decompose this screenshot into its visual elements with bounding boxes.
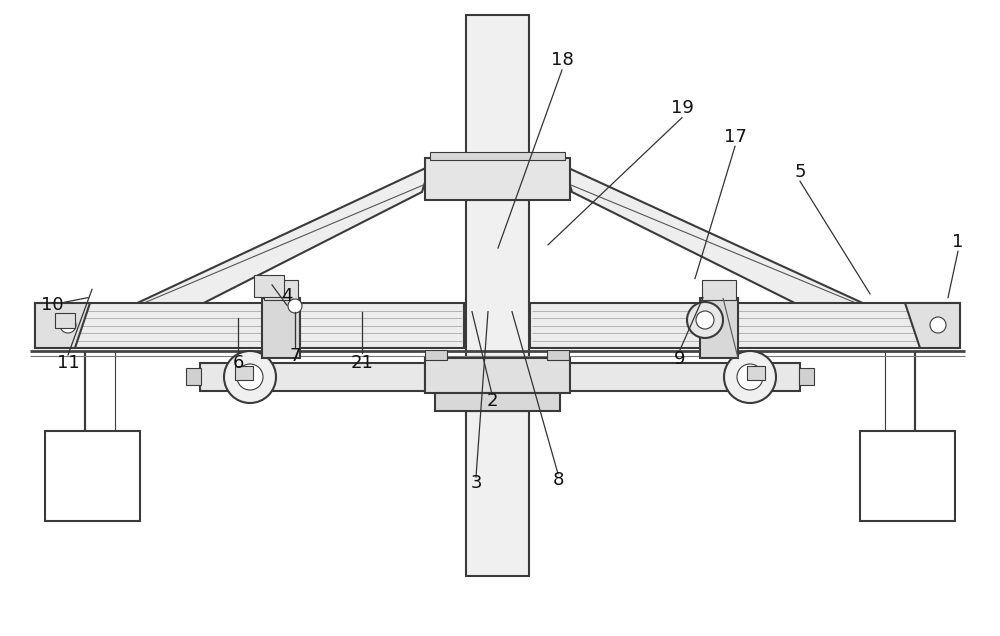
- Text: 10: 10: [41, 296, 63, 314]
- Polygon shape: [35, 303, 90, 348]
- Bar: [435, 393, 560, 411]
- Circle shape: [687, 302, 723, 338]
- Bar: [264, 280, 298, 300]
- Text: 2: 2: [486, 392, 498, 410]
- Text: 19: 19: [671, 99, 693, 117]
- Circle shape: [288, 299, 302, 313]
- Circle shape: [237, 364, 263, 390]
- Circle shape: [930, 317, 946, 333]
- Text: 18: 18: [551, 52, 573, 69]
- Polygon shape: [905, 303, 960, 348]
- Bar: [430, 152, 565, 160]
- Text: 6: 6: [232, 354, 244, 371]
- Bar: [466, 200, 529, 415]
- Text: 4: 4: [281, 287, 293, 305]
- Bar: [530, 303, 958, 348]
- Text: 1: 1: [952, 233, 964, 251]
- Text: 9: 9: [674, 350, 686, 368]
- Bar: [702, 280, 736, 300]
- Bar: [569, 363, 800, 391]
- Bar: [425, 358, 570, 393]
- Text: 8: 8: [552, 471, 564, 489]
- Bar: [860, 431, 955, 521]
- Circle shape: [60, 317, 76, 333]
- Polygon shape: [125, 166, 430, 343]
- Text: 21: 21: [351, 354, 373, 371]
- Bar: [200, 363, 425, 391]
- Bar: [35, 303, 464, 348]
- Bar: [547, 350, 569, 360]
- Bar: [235, 366, 253, 380]
- Polygon shape: [564, 166, 875, 343]
- Circle shape: [696, 311, 714, 329]
- Bar: [186, 368, 201, 385]
- Bar: [466, 411, 529, 576]
- Bar: [55, 313, 75, 328]
- Text: 7: 7: [289, 347, 301, 365]
- Text: 3: 3: [470, 474, 482, 492]
- Bar: [425, 350, 447, 360]
- Bar: [700, 298, 738, 358]
- Bar: [747, 366, 765, 380]
- Bar: [262, 298, 300, 358]
- Text: 5: 5: [794, 163, 806, 181]
- Text: 17: 17: [724, 128, 746, 146]
- Text: 11: 11: [57, 354, 79, 371]
- Bar: [254, 275, 284, 297]
- Circle shape: [737, 364, 763, 390]
- Circle shape: [224, 351, 276, 403]
- Bar: [799, 368, 814, 385]
- Circle shape: [724, 351, 776, 403]
- Bar: [45, 431, 140, 521]
- Bar: [466, 15, 529, 160]
- Bar: [425, 158, 570, 200]
